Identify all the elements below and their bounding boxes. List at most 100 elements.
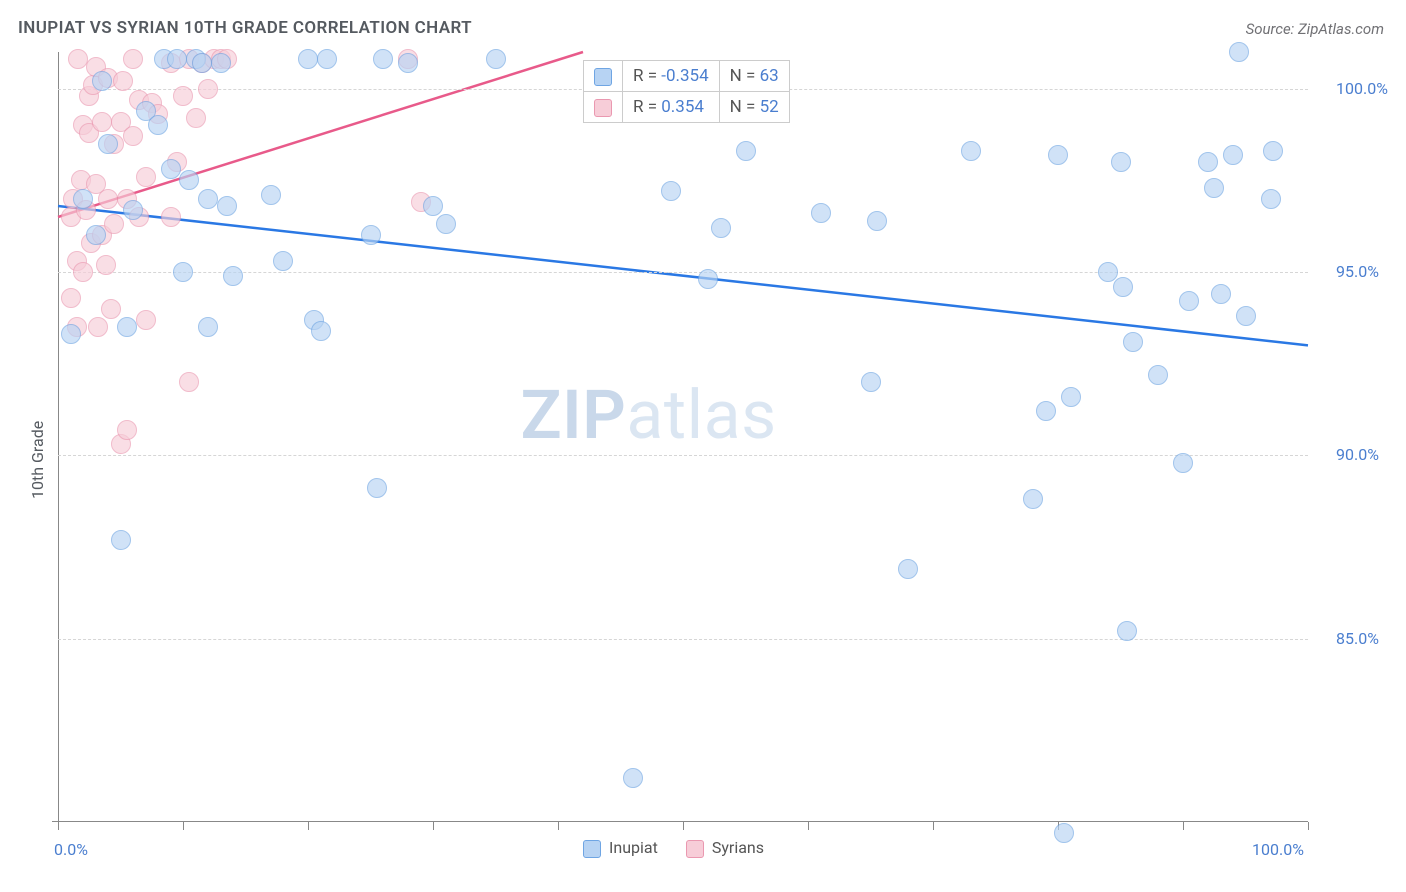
scatter-point-inupiat [1036, 401, 1056, 421]
legend-label: Inupiat [609, 838, 658, 857]
scatter-point-syrians [123, 49, 143, 69]
scatter-point-inupiat [261, 185, 281, 205]
chart-container: INUPIAT VS SYRIAN 10TH GRADE CORRELATION… [0, 0, 1406, 892]
scatter-point-inupiat [273, 251, 293, 271]
scatter-point-inupiat [211, 53, 231, 73]
scatter-point-inupiat [623, 768, 643, 788]
scatter-point-inupiat [1223, 145, 1243, 165]
scatter-point-inupiat [898, 559, 918, 579]
scatter-point-inupiat [179, 170, 199, 190]
trend-line-inupiat [58, 206, 1308, 345]
scatter-point-inupiat [111, 530, 131, 550]
scatter-point-inupiat [1054, 823, 1074, 843]
scatter-point-inupiat [711, 218, 731, 238]
scatter-point-inupiat [698, 269, 718, 289]
source-label: Source: ZipAtlas.com [1246, 20, 1384, 38]
scatter-point-inupiat [1148, 365, 1168, 385]
scatter-point-inupiat [1263, 141, 1283, 161]
scatter-point-inupiat [123, 200, 143, 220]
scatter-point-inupiat [1198, 152, 1218, 172]
legend-swatch [594, 68, 612, 86]
scatter-point-inupiat [98, 134, 118, 154]
scatter-point-syrians [123, 126, 143, 146]
scatter-point-syrians [161, 207, 181, 227]
x-tick-label: 0.0% [54, 840, 88, 859]
x-tick [558, 822, 559, 830]
y-axis-label: 10th Grade [28, 420, 47, 498]
stats-r-cell: R = -0.354 [623, 61, 720, 92]
x-tick [1308, 822, 1309, 830]
scatter-point-inupiat [1211, 284, 1231, 304]
scatter-point-inupiat [1236, 306, 1256, 326]
stats-swatch-cell [584, 61, 623, 92]
stats-swatch-cell [584, 92, 623, 123]
scatter-point-inupiat [423, 196, 443, 216]
scatter-point-inupiat [86, 225, 106, 245]
scatter-point-inupiat [117, 317, 137, 337]
y-tick-label: 95.0% [1336, 262, 1379, 281]
scatter-point-syrians [61, 288, 81, 308]
scatter-point-inupiat [92, 71, 112, 91]
scatter-point-syrians [88, 317, 108, 337]
scatter-point-inupiat [148, 115, 168, 135]
scatter-point-inupiat [367, 478, 387, 498]
x-tick [933, 822, 934, 830]
x-tick [183, 822, 184, 830]
scatter-point-inupiat [167, 49, 187, 69]
gridline [58, 272, 1308, 273]
scatter-point-inupiat [173, 262, 193, 282]
scatter-point-inupiat [223, 266, 243, 286]
scatter-point-inupiat [436, 214, 456, 234]
scatter-point-syrians [136, 310, 156, 330]
chart-title: INUPIAT VS SYRIAN 10TH GRADE CORRELATION… [18, 18, 472, 38]
bottom-legend: InupiatSyrians [583, 838, 764, 858]
legend-item: Inupiat [583, 838, 658, 858]
scatter-point-inupiat [1204, 178, 1224, 198]
stats-row: R = -0.354N = 63 [584, 61, 790, 92]
plot-area: 100.0%95.0%90.0%85.0%0.0%100.0%ZIPatlasR… [58, 52, 1308, 822]
scatter-point-inupiat [736, 141, 756, 161]
scatter-point-inupiat [398, 53, 418, 73]
x-tick [683, 822, 684, 830]
scatter-point-inupiat [1113, 277, 1133, 297]
scatter-point-syrians [73, 262, 93, 282]
scatter-point-syrians [186, 108, 206, 128]
scatter-point-inupiat [661, 181, 681, 201]
stats-r-cell: R = 0.354 [623, 92, 720, 123]
scatter-point-inupiat [867, 211, 887, 231]
scatter-point-inupiat [217, 196, 237, 216]
scatter-point-inupiat [311, 321, 331, 341]
legend-swatch [686, 840, 704, 858]
scatter-point-syrians [113, 71, 133, 91]
x-tick [808, 822, 809, 830]
x-tick [1183, 822, 1184, 830]
y-tick-label: 90.0% [1336, 445, 1379, 464]
scatter-point-syrians [101, 299, 121, 319]
scatter-point-inupiat [192, 53, 212, 73]
scatter-point-syrians [98, 189, 118, 209]
x-tick [58, 822, 59, 830]
scatter-point-inupiat [811, 203, 831, 223]
scatter-point-inupiat [961, 141, 981, 161]
x-tick [433, 822, 434, 830]
scatter-point-inupiat [373, 49, 393, 69]
scatter-point-inupiat [198, 317, 218, 337]
scatter-point-syrians [96, 255, 116, 275]
scatter-point-inupiat [73, 189, 93, 209]
scatter-point-syrians [117, 420, 137, 440]
gridline [58, 455, 1308, 456]
scatter-point-inupiat [361, 225, 381, 245]
stats-row: R = 0.354N = 52 [584, 92, 790, 123]
legend-swatch [594, 99, 612, 117]
scatter-point-inupiat [1179, 291, 1199, 311]
scatter-point-inupiat [1023, 489, 1043, 509]
scatter-point-inupiat [1117, 621, 1137, 641]
scatter-point-inupiat [298, 49, 318, 69]
scatter-point-inupiat [198, 189, 218, 209]
scatter-point-syrians [173, 86, 193, 106]
x-tick [308, 822, 309, 830]
scatter-point-syrians [104, 214, 124, 234]
scatter-point-syrians [92, 112, 112, 132]
y-tick-label: 100.0% [1336, 79, 1388, 98]
scatter-point-inupiat [1061, 387, 1081, 407]
